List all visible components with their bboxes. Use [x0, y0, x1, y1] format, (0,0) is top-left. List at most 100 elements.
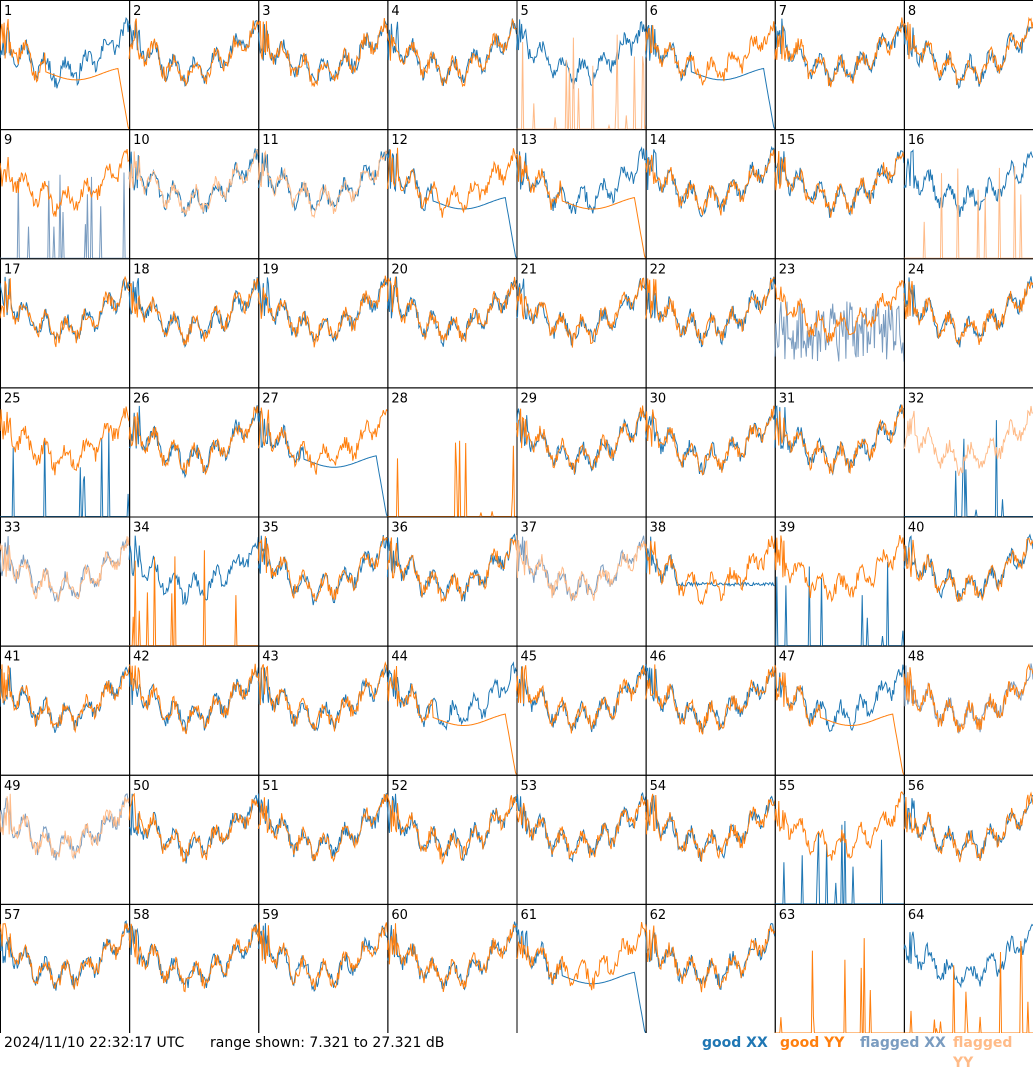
- spectrum-panel-57: 57: [0, 903, 131, 1033]
- panel-number-label: 9: [4, 133, 12, 148]
- panel-number-label: 45: [521, 650, 538, 665]
- series-good-xx: [774, 664, 905, 733]
- spectrum-panel-11: 11: [257, 129, 389, 260]
- series-good-yy: [386, 923, 517, 992]
- footer-bar: 2024/11/10 22:32:17 UTC range shown: 7.3…: [0, 1033, 1033, 1071]
- panel-number-label: 50: [133, 779, 150, 794]
- panel-frame: [387, 645, 518, 776]
- panel-number-label: 7: [779, 4, 787, 19]
- spectrum-panel-58: 58: [128, 903, 260, 1033]
- series-good-xx: [516, 408, 647, 475]
- panel-frame: [903, 387, 1033, 518]
- series-good-yy: [128, 406, 259, 476]
- series-good-xx: [128, 405, 259, 479]
- series-good-yy: [903, 16, 1033, 85]
- panel-frame: [0, 129, 131, 260]
- spectrum-panel-22: 22: [645, 258, 776, 389]
- series-flagged-xx: [774, 301, 905, 362]
- series-good-yy: [257, 794, 388, 863]
- panel-number-label: 4: [391, 4, 399, 19]
- spectrum-panel-9: 9: [0, 129, 131, 260]
- series-good-xx: [128, 535, 259, 606]
- series-good-xx: [774, 18, 905, 86]
- series-good-yy: [645, 924, 776, 993]
- series-good-xx: [645, 795, 776, 862]
- spectrum-panel-17: 17: [0, 258, 131, 389]
- series-good-yy: [774, 664, 905, 776]
- spectrum-panel-47: 47: [774, 645, 905, 776]
- series-flagged-yy: [128, 149, 259, 215]
- series-good-xx: [386, 533, 517, 602]
- series-good-xx: [774, 561, 905, 647]
- spectrum-panel-44: 44: [386, 645, 518, 776]
- panel-frame: [903, 903, 1033, 1033]
- spectrum-panel-62: 62: [645, 903, 776, 1033]
- spectrum-panel-35: 35: [257, 516, 389, 647]
- spectrum-panel-8: 8: [903, 0, 1033, 131]
- spectrum-panel-43: 43: [257, 645, 389, 776]
- series-good-yy: [386, 147, 517, 218]
- panel-number-label: 47: [779, 650, 796, 665]
- panel-frame: [387, 903, 518, 1033]
- spectrum-panel-49: 49: [0, 774, 131, 905]
- spectrum-panel-52: 52: [386, 774, 518, 905]
- panel-number-label: 1: [4, 4, 12, 19]
- spectrum-panel-3: 3: [257, 0, 389, 131]
- panel-number-label: 3: [262, 4, 270, 19]
- spectrum-panel-40: 40: [903, 516, 1033, 647]
- series-good-xx: [257, 410, 388, 517]
- series-good-yy: [516, 922, 647, 991]
- spectrum-panel-50: 50: [128, 774, 260, 905]
- panel-number-label: 23: [779, 262, 796, 277]
- series-good-xx: [516, 792, 647, 863]
- spectrum-panel-15: 15: [774, 129, 905, 260]
- spectrum-panel-24: 24: [903, 258, 1033, 389]
- series-good-yy: [774, 279, 905, 343]
- series-good-yy: [386, 537, 517, 603]
- series-good-xx: [128, 277, 259, 349]
- panel-number-label: 17: [4, 262, 21, 277]
- series-good-yy: [257, 922, 388, 991]
- panel-number-label: 63: [779, 908, 796, 923]
- panel-number-label: 29: [521, 391, 538, 406]
- spectrum-panel-7: 7: [774, 0, 905, 131]
- spectrum-panel-10: 10: [128, 129, 260, 260]
- series-good-yy: [645, 21, 776, 86]
- spectrum-panel-63: 63: [774, 903, 905, 1033]
- series-good-yy: [645, 535, 776, 605]
- legend-good-yy: good YY: [780, 1035, 845, 1051]
- panel-number-label: 32: [908, 391, 925, 406]
- panel-frame: [0, 774, 131, 905]
- spectrum-panel-14: 14: [645, 129, 776, 260]
- spectrum-panel-13: 13: [516, 129, 647, 260]
- series-good-xx: [386, 661, 517, 731]
- series-good-yy: [903, 537, 1033, 602]
- panel-number-label: 58: [133, 908, 150, 923]
- spectrum-panel-61: 61: [516, 903, 647, 1033]
- panel-number-label: 38: [650, 521, 667, 536]
- series-good-yy: [257, 275, 388, 348]
- panel-frame: [645, 903, 776, 1033]
- panel-frame: [903, 645, 1033, 776]
- series-good-yy: [128, 278, 259, 346]
- spectrum-panel-27: 27: [257, 387, 389, 518]
- panel-number-label: 36: [391, 521, 408, 536]
- spectrum-panel-34: 34: [128, 516, 260, 647]
- spectrum-panel-54: 54: [645, 774, 776, 905]
- panel-frame: [129, 516, 260, 647]
- spectrum-panel-33: 33: [0, 516, 131, 647]
- series-good-yy: [903, 791, 1033, 863]
- panel-number-label: 8: [908, 4, 916, 19]
- panel-frame: [774, 516, 905, 647]
- panel-number-label: 55: [779, 779, 796, 794]
- series-good-yy: [128, 792, 259, 863]
- panel-frame: [0, 258, 131, 389]
- panel-frame: [129, 0, 260, 131]
- series-good-yy: [0, 922, 130, 991]
- series-good-yy: [386, 18, 517, 88]
- spectrum-panel-19: 19: [257, 258, 389, 389]
- spectrum-panel-6: 6: [645, 0, 776, 131]
- series-good-yy: [516, 277, 647, 348]
- series-good-yy: [257, 17, 388, 87]
- series-good-yy: [386, 276, 517, 343]
